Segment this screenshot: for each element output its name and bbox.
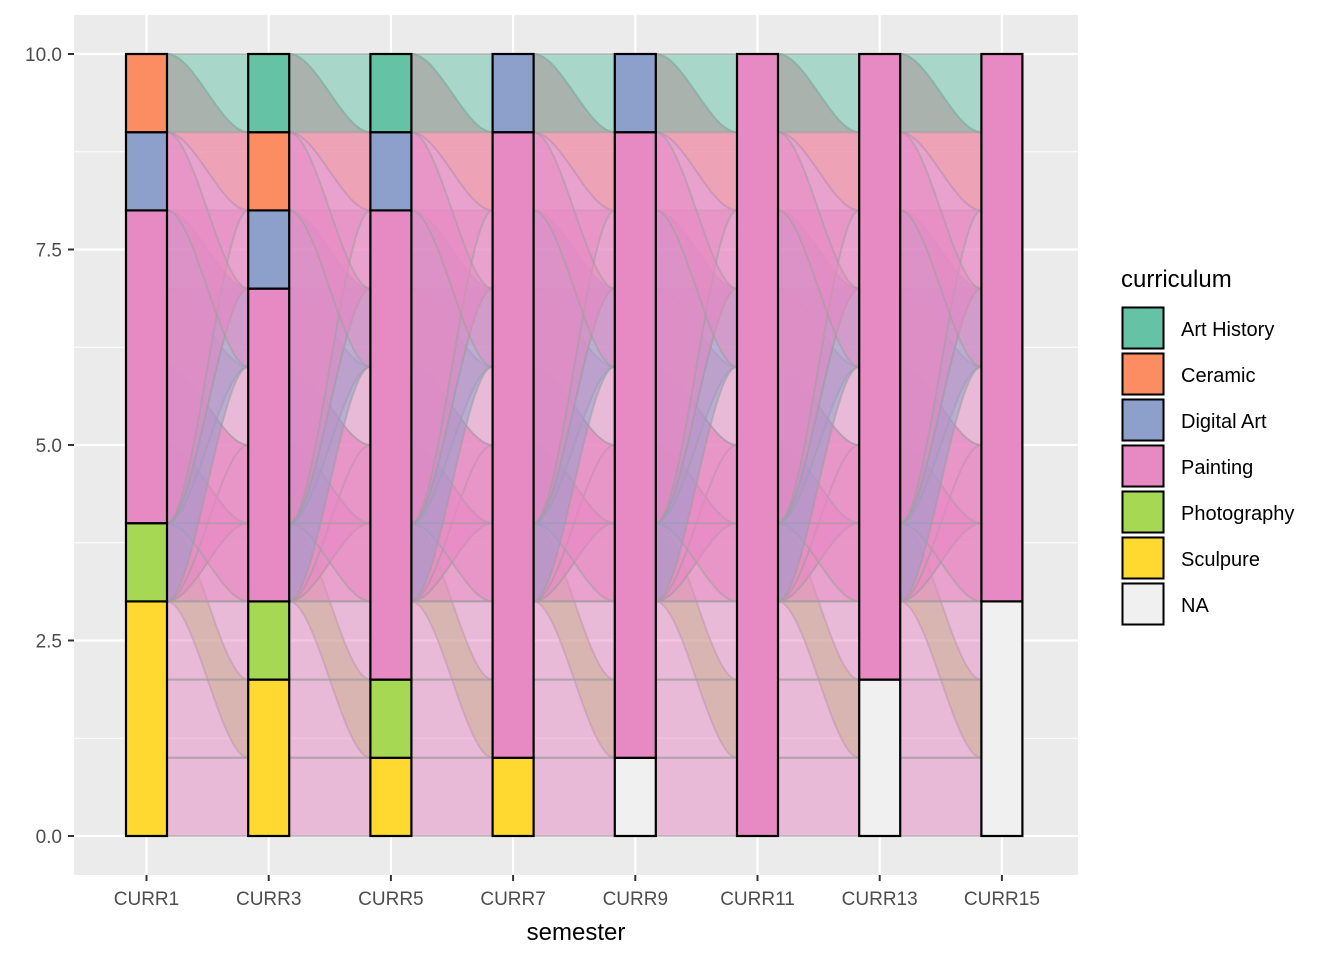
strata bbox=[124, 52, 1024, 838]
stratum-curr1-painting bbox=[124, 209, 169, 525]
stratum-curr5-digital-art bbox=[369, 131, 413, 212]
flow-painting bbox=[777, 678, 861, 759]
x-tick-label: CURR13 bbox=[842, 889, 918, 910]
stratum-curr5-sculpure bbox=[369, 756, 413, 838]
flow-art-history bbox=[654, 53, 738, 134]
flow-painting bbox=[777, 756, 861, 837]
x-tick-label: CURR9 bbox=[603, 889, 668, 910]
y-tick-label: 7.5 bbox=[36, 241, 62, 262]
y-axis: 0.0 2.5 5.0 7.5 10.0 bbox=[25, 45, 74, 848]
legend-label: NA bbox=[1181, 595, 1209, 617]
stratum-curr13-painting bbox=[858, 52, 902, 681]
flow-painting bbox=[654, 678, 738, 759]
flow-painting bbox=[288, 678, 372, 759]
flow-art-history bbox=[166, 53, 250, 134]
legend-swatch-digital-art bbox=[1121, 398, 1165, 442]
stratum-curr1-ceramic bbox=[124, 52, 169, 134]
stratum-curr3-art-history bbox=[247, 52, 291, 134]
flow-art-history bbox=[532, 53, 616, 134]
stratum-curr9-na bbox=[613, 756, 657, 838]
flow-painting bbox=[654, 600, 738, 681]
legend-swatch-ceramic bbox=[1121, 352, 1165, 396]
flow-painting bbox=[166, 678, 250, 759]
y-tick-label: 0.0 bbox=[36, 827, 62, 848]
legend-label: Sculpure bbox=[1181, 549, 1260, 571]
legend-label: Painting bbox=[1181, 457, 1253, 479]
stratum-curr3-photography bbox=[247, 600, 291, 681]
stratum-curr15-painting bbox=[980, 52, 1024, 603]
x-tick-label: CURR15 bbox=[964, 889, 1040, 910]
legend-label: Ceramic bbox=[1181, 365, 1255, 387]
legend-swatch-na bbox=[1121, 582, 1165, 626]
stratum-curr3-painting bbox=[247, 287, 291, 603]
x-tick-label: CURR3 bbox=[236, 889, 301, 910]
flow-painting bbox=[654, 756, 738, 837]
stratum-curr7-sculpure bbox=[491, 756, 535, 838]
flow-painting bbox=[532, 600, 616, 681]
x-axis-title: semester bbox=[527, 919, 626, 946]
flow-painting bbox=[410, 600, 494, 681]
flow-painting bbox=[532, 756, 616, 837]
legend-swatch-art-history bbox=[1121, 306, 1165, 350]
legend: curriculum Art History Ceramic Digital Art… bbox=[1121, 266, 1294, 626]
legend-label: Photography bbox=[1181, 503, 1294, 525]
y-tick-label: 5.0 bbox=[36, 436, 62, 457]
flow-painting bbox=[166, 600, 250, 681]
stratum-curr9-digital-art bbox=[613, 52, 657, 134]
legend-label: Digital Art bbox=[1181, 411, 1267, 433]
x-tick-label: CURR11 bbox=[720, 889, 795, 910]
stratum-curr1-sculpure bbox=[124, 600, 169, 838]
stratum-curr7-digital-art bbox=[491, 52, 535, 134]
legend-label: Art History bbox=[1181, 319, 1274, 341]
flow-painting bbox=[288, 600, 372, 681]
flow-painting bbox=[899, 600, 983, 681]
flow-painting bbox=[899, 756, 983, 837]
x-tick-label: CURR1 bbox=[114, 889, 179, 910]
flow-painting bbox=[899, 678, 983, 759]
stratum-curr3-digital-art bbox=[247, 209, 291, 290]
legend-swatch-sculpure bbox=[1121, 536, 1165, 580]
stratum-curr3-ceramic bbox=[247, 131, 291, 212]
flow-painting bbox=[777, 600, 861, 681]
stratum-curr5-art-history bbox=[369, 52, 413, 134]
flow-painting bbox=[166, 756, 250, 837]
x-axis: CURR1 CURR3 CURR5 CURR7 CURR9 CURR11 CURR13 CUR… bbox=[114, 875, 1040, 910]
stratum-curr13-na bbox=[858, 678, 902, 838]
stratum-curr7-painting bbox=[491, 131, 535, 759]
stratum-curr15-na bbox=[980, 600, 1024, 838]
stratum-curr11-painting bbox=[735, 52, 780, 838]
stratum-curr5-painting bbox=[369, 209, 413, 681]
flow-art-history bbox=[410, 53, 494, 134]
flow-art-history bbox=[288, 53, 372, 134]
legend-swatch-photography bbox=[1121, 490, 1165, 534]
x-tick-label: CURR5 bbox=[358, 889, 423, 910]
flow-painting bbox=[410, 678, 494, 759]
stratum-curr3-sculpure bbox=[247, 678, 291, 838]
flow-painting bbox=[532, 678, 616, 759]
flow-art-history bbox=[777, 53, 861, 134]
flow-painting bbox=[288, 756, 372, 837]
flow-art-history bbox=[899, 53, 983, 134]
stratum-curr9-painting bbox=[613, 131, 657, 759]
x-tick-label: CURR7 bbox=[480, 889, 545, 910]
y-tick-label: 2.5 bbox=[36, 632, 62, 653]
stratum-curr1-photography bbox=[124, 522, 169, 603]
legend-swatch-painting bbox=[1121, 444, 1165, 488]
stratum-curr1-digital-art bbox=[124, 131, 169, 212]
flow-painting bbox=[410, 756, 494, 837]
stratum-curr5-photography bbox=[369, 678, 413, 759]
legend-title: curriculum bbox=[1121, 266, 1232, 293]
y-tick-label: 10.0 bbox=[25, 45, 62, 66]
